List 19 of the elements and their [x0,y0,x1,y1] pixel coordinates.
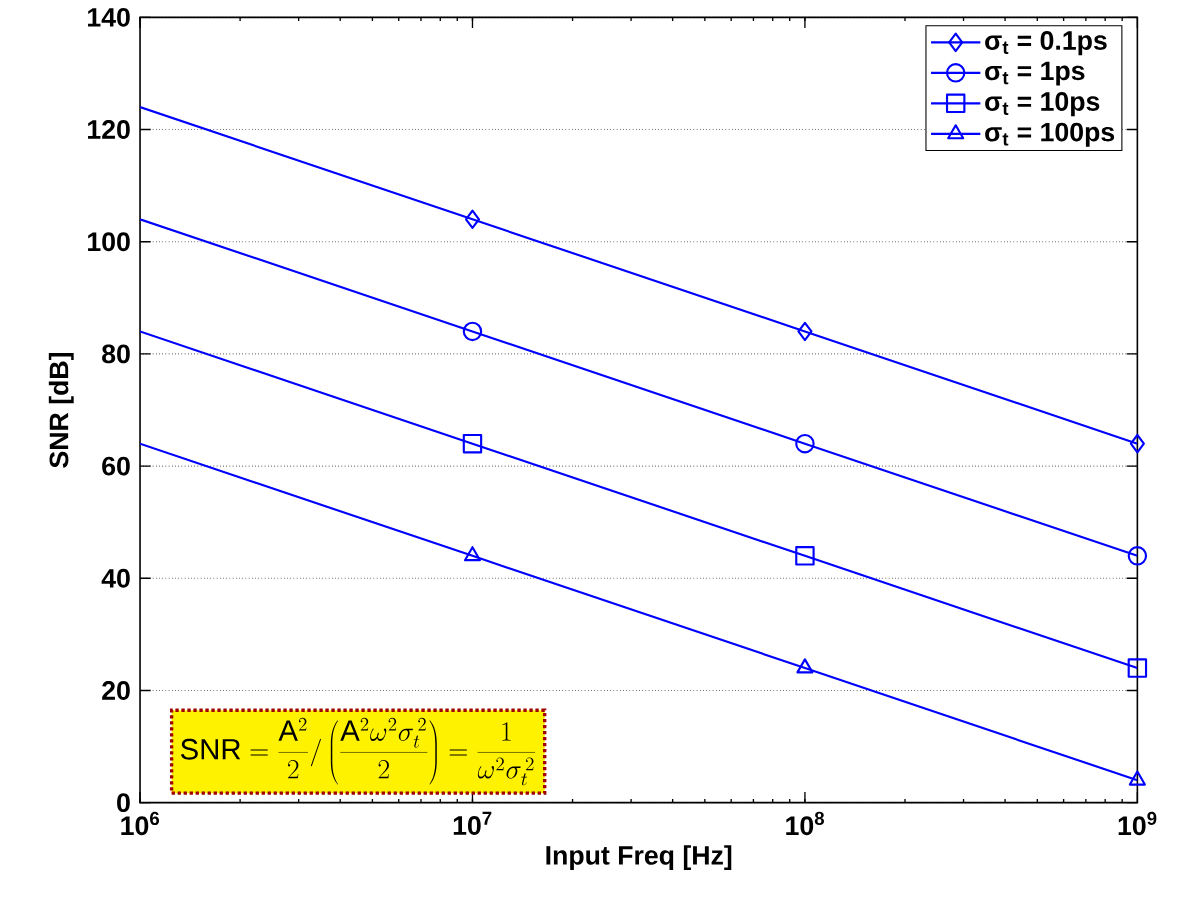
y-tick-label: 40 [101,569,130,588]
y-tick-label: 80 [102,344,130,364]
x-axis-title: Input Freq [Hz] [546,845,732,871]
y-tick-label: 100 [88,232,130,252]
legend-label: σ$_{t}$ = 0.1ps [985,31,1107,56]
y-tick-label: 0 [117,793,130,813]
y-tick-label: 20 [102,681,130,701]
x-tick-label: 10$^{6}$ [121,811,160,836]
legend-label: σ$_{t}$ = 10ps [985,92,1100,117]
y-tick-label: 60 [102,456,130,476]
x-tick-label: 10$^{7}$ [453,811,492,836]
legend-label: σ$_{t}$ = 100ps [985,122,1115,147]
y-tick-label: 140 [88,8,130,27]
legend-label: σ$_{t}$ = 1ps [985,61,1085,86]
x-tick-label: 10$^{9}$ [1118,811,1157,836]
x-tick-label: 10$^{8}$ [786,811,825,836]
y-axis-title: SNR [dB] [48,353,74,468]
annotation: $\mathrm{SNR}=\frac{\mathrm{A}^2}{2}\bigg/\left(\frac{\mathrm{A}^2\omega^2\sigma_t^{\,2}}{2}\right)=\frac{1}{\omega^2\sigma_t^{\,2}}$ [180,718,536,786]
y-tick-label: 120 [88,120,130,140]
